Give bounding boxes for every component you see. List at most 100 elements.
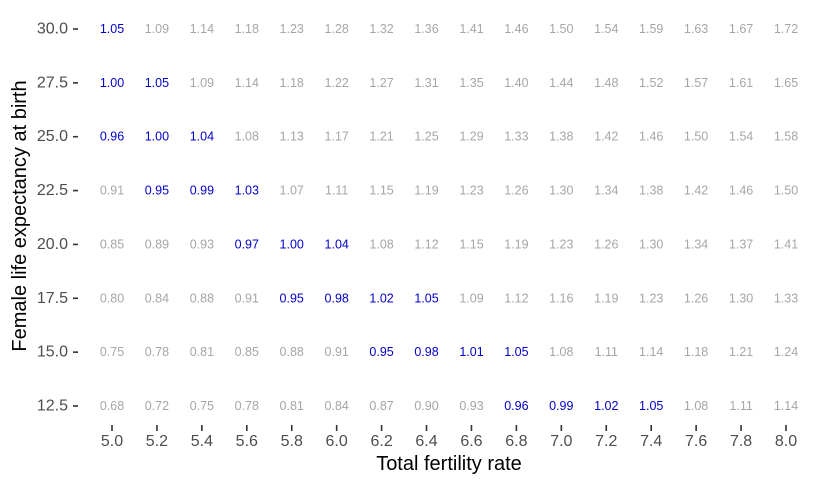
cell-value: 0.91 <box>100 184 124 198</box>
cell-value: 1.29 <box>459 130 483 144</box>
cell-value: 1.08 <box>684 399 708 413</box>
cell-value: 1.19 <box>414 184 438 198</box>
cell-value: 1.26 <box>594 237 618 251</box>
cell-value: 0.75 <box>100 345 124 359</box>
cell-value: 1.27 <box>369 76 393 90</box>
cell-value: 1.07 <box>280 184 304 198</box>
cell-value: 1.44 <box>549 76 573 90</box>
cell-value: 1.09 <box>190 76 214 90</box>
cell-value: 1.33 <box>504 130 528 144</box>
x-tick-label: 5.0 <box>101 433 123 450</box>
cell-value: 1.52 <box>639 76 663 90</box>
x-tick-label: 6.6 <box>460 433 482 450</box>
cell-value: 1.02 <box>594 399 618 413</box>
x-tick-label: 7.0 <box>550 433 572 450</box>
cell-value: 0.99 <box>549 399 573 413</box>
cell-value: 1.19 <box>504 237 528 251</box>
cell-value: 1.46 <box>729 184 753 198</box>
cell-value: 1.12 <box>504 291 528 305</box>
cell-value: 1.63 <box>684 22 708 36</box>
x-tick-label: 7.6 <box>685 433 707 450</box>
x-tick-label: 5.8 <box>281 433 303 450</box>
x-tick-label: 5.2 <box>146 433 168 450</box>
x-tick-label: 6.4 <box>415 433 437 450</box>
cell-value: 0.88 <box>190 291 214 305</box>
y-tick-label: 30.0 <box>37 21 68 38</box>
cell-value: 1.46 <box>639 130 663 144</box>
cell-value: 1.32 <box>369 22 393 36</box>
x-tick-label: 8.0 <box>775 433 797 450</box>
cell-value: 0.95 <box>369 345 393 359</box>
cell-value: 1.28 <box>325 22 349 36</box>
cell-value: 0.93 <box>459 399 483 413</box>
cell-value: 0.91 <box>235 291 259 305</box>
cell-value: 1.17 <box>325 130 349 144</box>
cell-value: 1.67 <box>729 22 753 36</box>
cell-value: 1.14 <box>774 399 798 413</box>
cell-value: 0.84 <box>325 399 349 413</box>
cell-value: 1.04 <box>190 130 214 144</box>
y-tick-label: 27.5 <box>37 74 68 91</box>
cell-value: 1.50 <box>549 22 573 36</box>
cell-value: 1.03 <box>235 184 259 198</box>
cell-value: 0.84 <box>145 291 169 305</box>
cell-value: 1.58 <box>774 130 798 144</box>
cell-value: 0.72 <box>145 399 169 413</box>
cell-value: 0.75 <box>190 399 214 413</box>
cell-value: 0.97 <box>235 237 259 251</box>
cell-value: 1.22 <box>325 76 349 90</box>
cell-value: 1.30 <box>729 291 753 305</box>
cell-value: 1.11 <box>595 345 618 359</box>
cell-value: 0.78 <box>145 345 169 359</box>
cell-value: 1.05 <box>504 345 528 359</box>
x-tick-label: 6.2 <box>370 433 392 450</box>
cell-value: 1.31 <box>414 76 438 90</box>
cell-value: 1.50 <box>774 184 798 198</box>
cell-value: 0.95 <box>145 184 169 198</box>
cell-value: 1.00 <box>145 130 169 144</box>
cell-value: 0.90 <box>414 399 438 413</box>
cell-value: 1.54 <box>729 130 753 144</box>
cell-value: 1.65 <box>774 76 798 90</box>
cell-value: 1.19 <box>594 291 618 305</box>
cell-value: 1.50 <box>684 130 708 144</box>
cell-value: 1.37 <box>729 237 753 251</box>
cell-value: 1.05 <box>100 22 124 36</box>
cell-value: 1.09 <box>145 22 169 36</box>
cell-value: 1.30 <box>639 237 663 251</box>
cell-value: 1.04 <box>325 237 349 251</box>
cell-value: 1.33 <box>774 291 798 305</box>
cell-value: 1.00 <box>100 76 124 90</box>
y-tick-label: 22.5 <box>37 182 68 199</box>
cell-value: 1.59 <box>639 22 663 36</box>
x-tick-label: 6.0 <box>326 433 348 450</box>
y-tick-label: 15.0 <box>37 344 68 361</box>
cell-value: 1.12 <box>414 237 438 251</box>
y-tick-label: 17.5 <box>37 290 68 307</box>
cell-value: 1.41 <box>774 237 798 251</box>
cell-value: 0.96 <box>100 130 124 144</box>
cell-value: 1.15 <box>459 237 483 251</box>
cell-value: 1.38 <box>639 184 663 198</box>
cell-value: 1.48 <box>594 76 618 90</box>
y-tick-label: 25.0 <box>37 128 68 145</box>
cell-value: 1.08 <box>369 237 393 251</box>
cell-value: 1.30 <box>549 184 573 198</box>
cell-value: 1.18 <box>280 76 304 90</box>
cell-value: 1.26 <box>684 291 708 305</box>
x-axis: 5.0 5.2 5.4 5.6 5.8 6.0 6.2 6.4 6.6 6.8 7.0 7.2 7.4 7… <box>101 425 797 450</box>
x-tick-label: 5.6 <box>236 433 258 450</box>
y-tick-label: 12.5 <box>37 398 68 415</box>
cell-value: 0.91 <box>325 345 349 359</box>
cell-value: 1.08 <box>549 345 573 359</box>
cell-value: 1.08 <box>235 130 259 144</box>
cell-value: 1.41 <box>459 22 483 36</box>
cell-value: 1.21 <box>369 130 393 144</box>
cell-value: 1.16 <box>549 291 573 305</box>
cell-grid: 1.05 1.09 1.14 1.18 1.23 1.28 1.32 1.36 1.41 1.46… <box>100 22 798 413</box>
cell-value: 0.85 <box>235 345 259 359</box>
cell-value: 1.40 <box>504 76 528 90</box>
cell-value: 0.95 <box>280 291 304 305</box>
cell-value: 1.11 <box>729 399 752 413</box>
cell-value: 1.36 <box>414 22 438 36</box>
